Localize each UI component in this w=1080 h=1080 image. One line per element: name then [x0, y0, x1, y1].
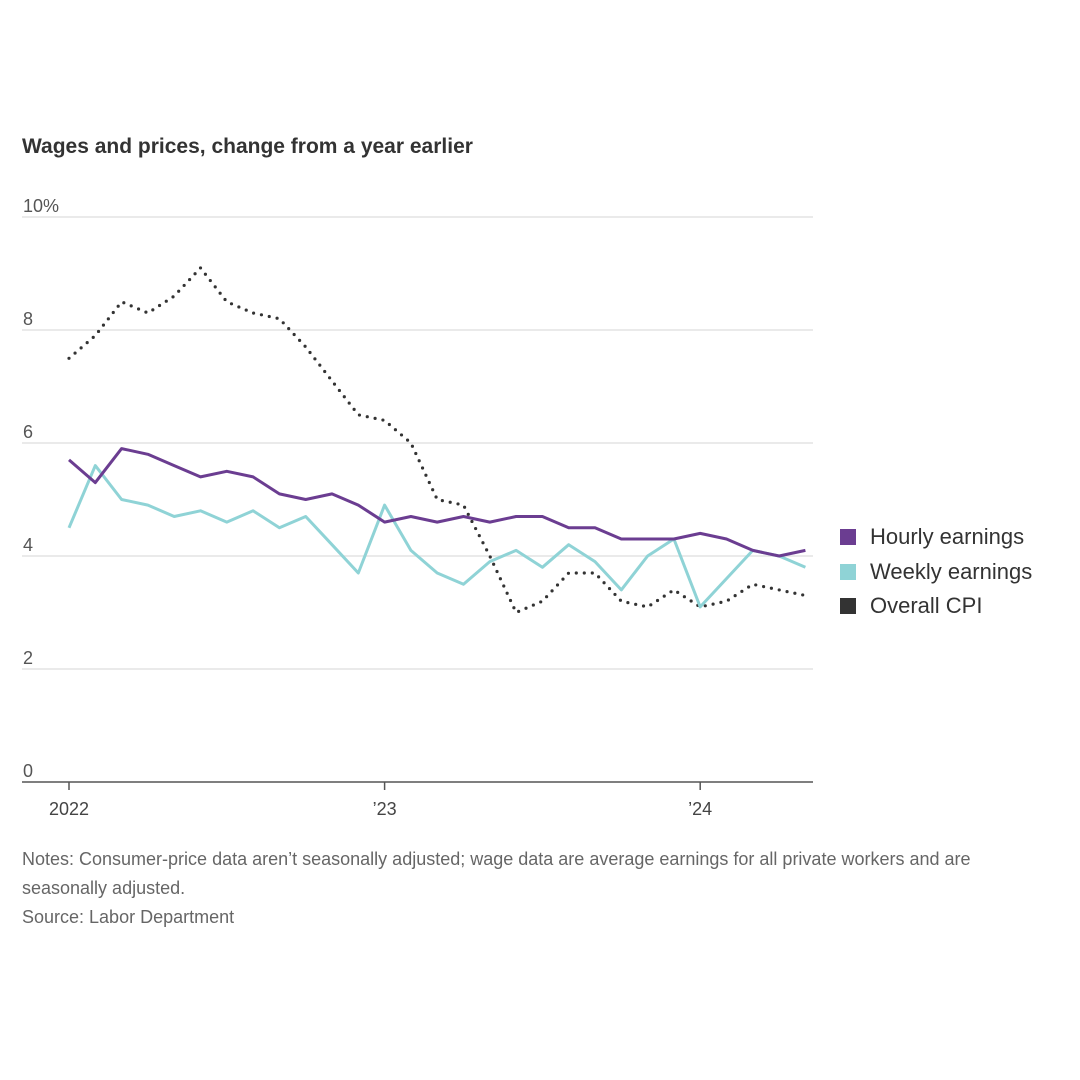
series-line-weekly-earnings — [67, 464, 806, 609]
x-tick-label: 2022 — [49, 799, 89, 819]
legend-swatch — [840, 598, 856, 615]
series-line-overall-cpi — [67, 266, 808, 615]
series-line-hourly-earnings — [68, 447, 806, 558]
legend-item-weekly: Weekly earnings — [840, 555, 1032, 590]
y-tick-label: 10% — [23, 196, 59, 216]
x-tick-label: ’24 — [688, 799, 712, 819]
source-text: Source: Labor Department — [22, 907, 235, 927]
legend-swatch — [840, 563, 856, 580]
y-tick-label: 0 — [23, 761, 33, 781]
legend: Hourly earnings Weekly earnings Overall … — [840, 520, 1032, 624]
chart-title: Wages and prices, change from a year ear… — [22, 135, 473, 158]
legend-swatch — [840, 529, 856, 546]
y-tick-label: 4 — [23, 535, 33, 555]
legend-item-hourly: Hourly earnings — [840, 520, 1032, 555]
y-tick-label: 2 — [23, 648, 33, 668]
notes: Notes: Consumer-price data aren’t season… — [22, 845, 1052, 932]
legend-label: Weekly earnings — [870, 558, 1033, 584]
y-tick-label: 8 — [23, 309, 33, 329]
legend-item-cpi: Overall CPI — [840, 589, 1032, 624]
notes-text: Notes: Consumer-price data aren’t season… — [22, 849, 971, 898]
legend-label: Overall CPI — [870, 593, 983, 619]
legend-label: Hourly earnings — [870, 524, 1025, 550]
y-tick-label: 6 — [23, 422, 33, 442]
x-tick-label: ’23 — [373, 799, 397, 819]
